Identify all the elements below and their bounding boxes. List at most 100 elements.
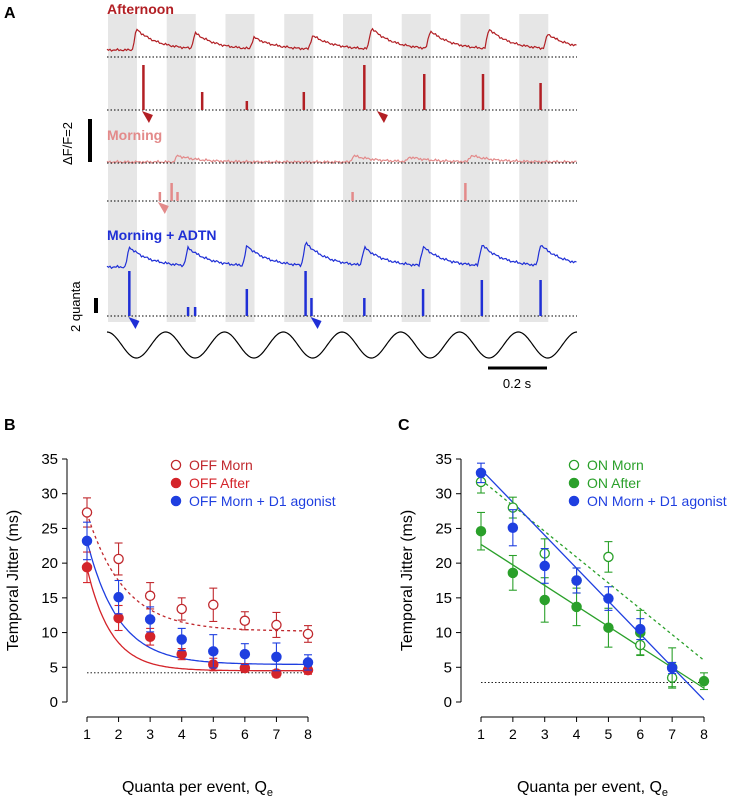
traces	[106, 27, 578, 359]
data-point	[176, 603, 187, 615]
morning-label: Morning	[107, 127, 162, 143]
morning-adtn-label: Morning + ADTN	[107, 227, 217, 243]
stimulus-bar	[401, 14, 431, 322]
afternoon-arrowhead	[376, 111, 388, 123]
stimulus-shading	[108, 14, 549, 322]
afternoon-label: Afternoon	[107, 1, 174, 17]
y-tick-label: 5	[444, 659, 452, 676]
x-tick-label: 6	[636, 726, 644, 742]
legend-marker	[568, 477, 580, 489]
panel-b-label: B	[4, 417, 16, 434]
stimulus-bar	[166, 14, 196, 322]
x-axis-label-subscript: e	[267, 787, 273, 799]
fit-curve	[86, 567, 308, 672]
data-point	[539, 594, 550, 606]
data-point	[113, 553, 124, 565]
adtn-arrowhead	[128, 317, 140, 329]
data-point	[302, 628, 314, 640]
x-axis-label-subscript: e	[662, 787, 668, 799]
data-point	[475, 525, 487, 537]
y-axis-label: Temporal Jitter (ms)	[399, 510, 416, 651]
stimulus-bar	[343, 14, 372, 322]
stimulus-bar	[519, 14, 549, 322]
data-point	[271, 619, 282, 631]
data-point	[603, 622, 614, 633]
legend-label: ON Morn + D1 agonist	[587, 493, 727, 509]
data-point	[208, 646, 219, 657]
data-point	[144, 631, 156, 642]
x-tick-label: 8	[304, 726, 312, 742]
legend-label: ON After	[587, 475, 641, 491]
x-tick-label: 5	[209, 726, 217, 742]
y-tick-label: 10	[435, 625, 452, 642]
data-point	[571, 601, 582, 613]
y-tick-label: 0	[444, 694, 452, 711]
panel-a-label: A	[4, 5, 16, 22]
stimulus-bar	[284, 14, 314, 322]
x-tick-label: 6	[241, 726, 249, 742]
legend-label: OFF Morn + D1 agonist	[189, 493, 336, 509]
x-axis-label: Quanta per event, Qe	[122, 779, 273, 799]
data-point	[302, 657, 314, 668]
adtn-trace	[106, 241, 577, 270]
x-tick-label: 2	[509, 726, 517, 742]
y-tick-label: 35	[41, 451, 58, 468]
x-tick-label: 8	[700, 726, 708, 742]
data-point	[113, 612, 124, 624]
y-tick-label: 5	[50, 659, 58, 676]
panel-a: A Afternoon Morning Morning + ADTN ΔF/F=…	[4, 1, 578, 391]
data-point	[208, 599, 219, 611]
data-point	[666, 662, 678, 674]
dff-scale-label: ΔF/F=2	[60, 122, 75, 165]
data-point	[176, 634, 187, 645]
x-tick-label: 2	[115, 726, 123, 742]
x-tick-label: 7	[273, 726, 281, 742]
legend-marker	[568, 495, 580, 507]
data-point	[698, 675, 710, 687]
fit-curve	[480, 543, 705, 689]
x-tick-label: 1	[83, 726, 91, 742]
data-point	[539, 560, 550, 572]
legend-label: ON Morn	[587, 457, 644, 473]
data-point	[144, 590, 156, 602]
y-tick-label: 20	[435, 555, 452, 572]
stimulus-bar	[108, 14, 137, 322]
data-point	[475, 467, 487, 479]
afternoon-arrowhead	[141, 111, 153, 123]
legend-marker	[568, 459, 580, 471]
fit-curve	[86, 540, 308, 666]
data-point	[271, 651, 282, 663]
y-tick-label: 0	[50, 694, 58, 711]
data-point	[603, 551, 614, 563]
quanta-scale-label: 2 quanta	[68, 281, 83, 332]
legend-marker	[170, 495, 182, 507]
stimulus-bar	[225, 14, 255, 322]
x-tick-label: 4	[573, 726, 581, 742]
legend-marker	[170, 477, 182, 489]
y-tick-label: 15	[435, 590, 452, 607]
data-point	[239, 648, 251, 660]
legend-label: OFF After	[189, 475, 250, 491]
x-tick-label: 5	[605, 726, 613, 742]
data-point	[507, 567, 519, 579]
y-tick-label: 10	[41, 625, 58, 642]
data-point	[113, 591, 124, 603]
legend-label: OFF Morn	[189, 457, 253, 473]
y-tick-label: 25	[435, 520, 452, 537]
fit-curve	[86, 512, 308, 632]
fit-curve	[480, 468, 705, 701]
x-tick-label: 4	[178, 726, 186, 742]
chart-b: 0 5 10 15 20 25 30 35 1 2 3 4 5 6 7 8 Quanta per event, …	[5, 451, 336, 799]
data-point	[603, 593, 614, 604]
afternoon-trace	[106, 27, 577, 52]
y-tick-label: 25	[41, 520, 58, 537]
chart-c: 0 5 10 15 20 25 30 35 1 2 3 4 5 6 7 8 Quanta per event, …	[399, 451, 727, 799]
x-axis-label: Quanta per event, Qe	[517, 779, 668, 799]
data-point	[81, 507, 93, 518]
stimulus-bar	[460, 14, 490, 322]
x-tick-label: 3	[541, 726, 549, 742]
data-point	[507, 522, 519, 533]
y-axis-label: Temporal Jitter (ms)	[5, 510, 22, 651]
data-point	[239, 615, 251, 627]
stimulus-trace	[106, 331, 578, 359]
